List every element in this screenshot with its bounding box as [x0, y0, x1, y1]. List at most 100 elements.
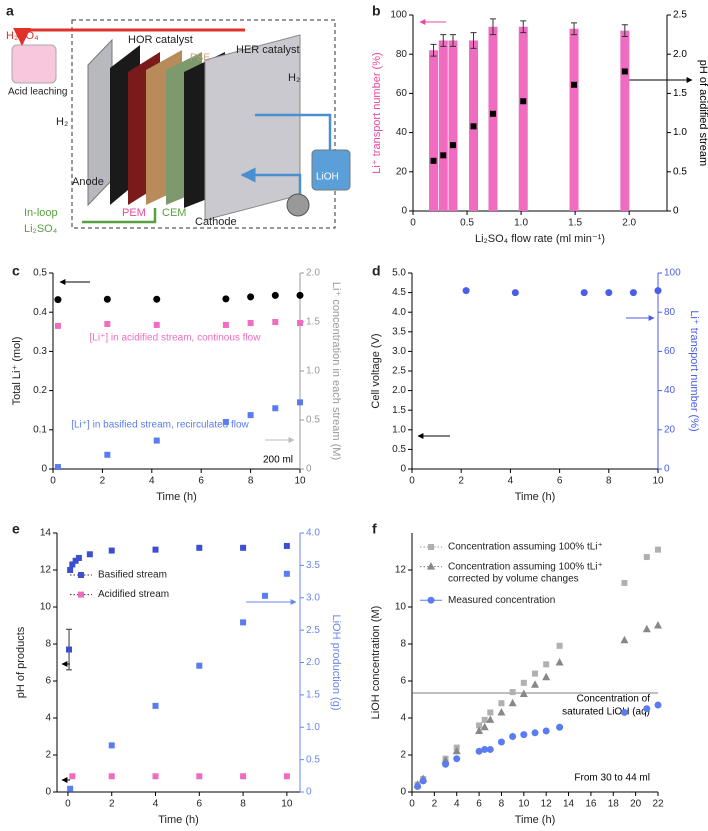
- error-bar: [489, 18, 496, 36]
- marker: [66, 646, 73, 653]
- marker: [511, 289, 519, 297]
- bar: [569, 28, 579, 211]
- marker: [430, 157, 437, 164]
- marker: [620, 635, 629, 644]
- pump: [286, 193, 310, 217]
- x-tick-label: 6: [198, 476, 204, 487]
- x-axis-label: Time (h): [515, 814, 556, 826]
- marker: [67, 567, 74, 573]
- marker: [486, 715, 495, 723]
- legend-label: Acidified stream: [98, 589, 169, 600]
- y2-tick-label: 2.0: [673, 49, 687, 60]
- marker: [414, 782, 422, 790]
- marker: [86, 551, 93, 558]
- chart: f 0 2 4 6 8 10 12 14 16 18 20 22 0 2 4 6 8 10 12 Time (h) LiO…: [370, 521, 664, 826]
- y2-tick-label: 1.0: [306, 722, 320, 733]
- marker: [296, 291, 304, 299]
- marker: [452, 746, 461, 755]
- y-tick-label: 0.3: [33, 346, 47, 357]
- x-axis-label: Time (h): [158, 814, 199, 826]
- marker: [297, 319, 303, 326]
- cathode-plate: [204, 34, 301, 221]
- marker: [419, 777, 427, 785]
- x-tick-label: 0: [410, 218, 416, 229]
- marker: [543, 661, 550, 668]
- marker: [642, 624, 651, 633]
- marker: [509, 733, 517, 740]
- y-tick-label: 5.0: [392, 268, 406, 279]
- y-tick-label: 8: [45, 639, 51, 650]
- y-tick-label: 4.0: [392, 307, 406, 318]
- marker: [427, 596, 435, 604]
- y-tick-label: 0.5: [33, 268, 47, 279]
- x-tick-label: 1.0: [514, 218, 528, 229]
- label: Cathode: [195, 216, 237, 228]
- bar: [488, 26, 498, 212]
- y-tick-label: 100: [390, 10, 407, 21]
- marker: [261, 592, 268, 599]
- x-tick-label: 4: [149, 476, 155, 487]
- x-tick-label: 2.0: [622, 218, 636, 229]
- marker: [621, 579, 628, 586]
- x-tick-label: 22: [652, 799, 664, 810]
- label: Anode: [72, 176, 104, 188]
- y2-tick-label: 1.5: [306, 690, 320, 701]
- label: Acid leaching: [8, 87, 67, 98]
- y-tick-label: 4.5: [392, 287, 406, 298]
- chart: e 0 2 4 6 8 10 0 2 4 6 8 10 12 14 0 0.5 1.0 1.5 2.0 2.5 3.0 3.…: [12, 521, 342, 826]
- y-tick-label: 14: [40, 528, 52, 539]
- y-axis-label: Li⁺ transport number (%): [371, 52, 383, 173]
- marker: [108, 742, 115, 749]
- y-axis-label: LiOH concentration (M): [370, 606, 382, 720]
- marker: [153, 321, 160, 328]
- y2-tick-label: 2.5: [306, 625, 320, 636]
- marker: [497, 738, 505, 746]
- x-tick-label: 16: [585, 799, 597, 810]
- marker: [442, 760, 450, 768]
- legend-label-line: corrected by volume changes: [448, 573, 579, 584]
- y-axis-label: pH of products: [15, 626, 27, 698]
- marker: [508, 698, 517, 707]
- panel-label: c: [12, 263, 20, 279]
- marker: [498, 700, 505, 707]
- legend-label: Measured concentration: [448, 595, 555, 606]
- x-tick-label: 4: [153, 799, 159, 810]
- marker: [449, 142, 456, 149]
- error-bar: [430, 43, 437, 57]
- marker: [152, 773, 159, 780]
- y2-tick-label: 0: [306, 464, 312, 475]
- marker: [196, 662, 203, 669]
- x-tick-label: 10: [518, 799, 530, 810]
- marker: [222, 418, 229, 425]
- marker: [108, 773, 115, 780]
- y-tick-label: 3.0: [392, 346, 406, 357]
- y-tick-label: 0.4: [33, 307, 47, 318]
- y-tick-label: 4: [45, 713, 51, 724]
- label: PSE: [190, 53, 210, 64]
- y2-tick-label: 40: [664, 385, 676, 396]
- chart: c0 2 4 6 8 1000.10.20.30.40.500.51.01.52.0Tim…: [11, 263, 342, 503]
- error-bar: [449, 34, 456, 47]
- marker: [247, 293, 255, 301]
- panel-label: b: [372, 3, 381, 19]
- marker: [486, 745, 494, 753]
- marker: [153, 437, 160, 444]
- marker: [542, 672, 551, 681]
- marker: [531, 680, 539, 688]
- marker: [475, 726, 484, 734]
- label: CEM: [162, 207, 186, 219]
- marker: [69, 773, 76, 780]
- marker: [283, 542, 290, 549]
- marker: [654, 287, 662, 295]
- x-tick-label: 0.5: [460, 218, 474, 229]
- marker: [542, 727, 550, 735]
- y2-tick-label: 2.0: [306, 268, 320, 279]
- x-tick-label: 2: [458, 476, 464, 487]
- y-tick-label: 1.0: [392, 424, 406, 435]
- x-tick-label: 6: [557, 476, 563, 487]
- loop-line: [82, 208, 157, 224]
- legend-label: Basified stream: [98, 570, 167, 581]
- marker: [605, 289, 613, 297]
- marker: [78, 591, 84, 598]
